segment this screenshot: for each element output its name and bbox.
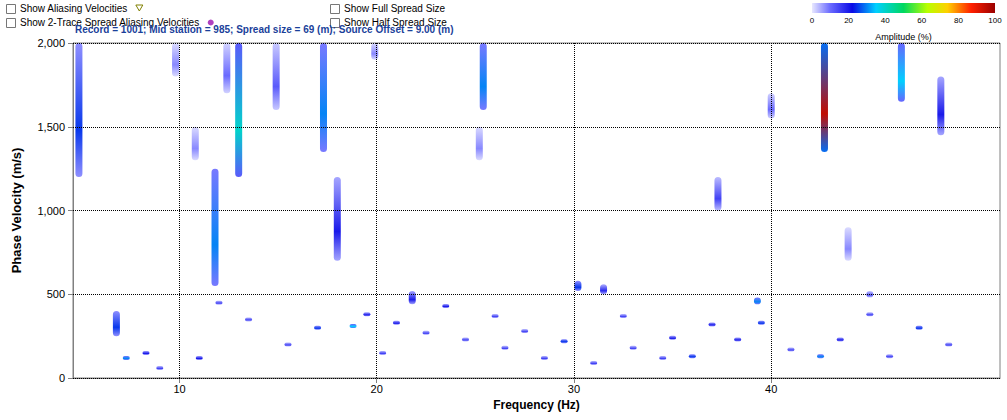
svg-text:500: 500 [47,288,65,300]
svg-text:80: 80 [954,16,963,25]
svg-text:100: 100 [988,16,1002,25]
svg-text:Show Half Spread Size: Show Half Spread Size [344,16,447,28]
svg-text:30: 30 [568,383,580,395]
svg-text:60: 60 [917,16,926,25]
svg-text:40: 40 [765,383,777,395]
svg-text:Record = 1001; Mid station = 9: Record = 1001; Mid station = 985; Spread… [75,24,453,35]
svg-text:0: 0 [810,16,815,25]
svg-text:20: 20 [844,16,853,25]
svg-text:Phase Velocity (m/s): Phase Velocity (m/s) [9,148,24,274]
svg-text:10: 10 [173,383,185,395]
svg-text:20: 20 [371,383,383,395]
svg-text:1,000: 1,000 [37,205,65,217]
svg-text:0: 0 [59,372,65,384]
svg-text:Show 2-Trace Spread Aliasing V: Show 2-Trace Spread Aliasing Velocities [20,16,200,28]
svg-text:2,000: 2,000 [37,37,65,49]
svg-text:40: 40 [881,16,890,25]
svg-text:Amplitude (%): Amplitude (%) [875,32,932,42]
svg-text:Show Aliasing Velocities: Show Aliasing Velocities [20,3,127,14]
svg-text:Show Full Spread Size: Show Full Spread Size [344,3,446,14]
svg-text:1,500: 1,500 [37,121,65,133]
svg-text:Frequency (Hz): Frequency (Hz) [493,398,580,412]
